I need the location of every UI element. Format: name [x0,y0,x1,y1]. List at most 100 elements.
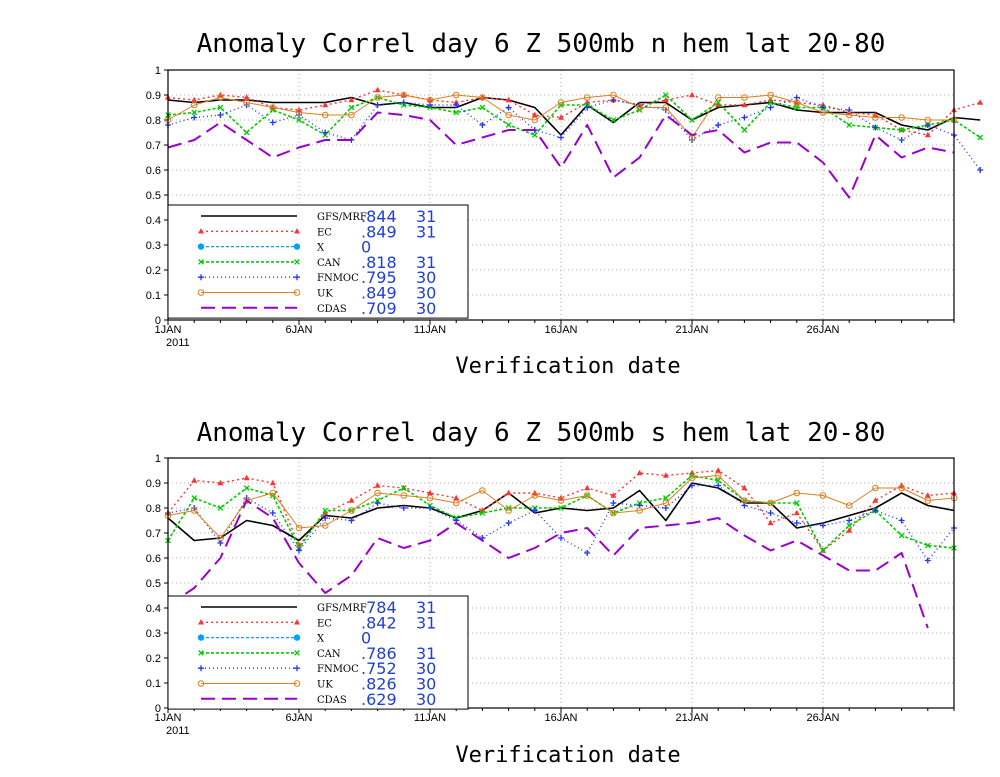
panel-1-series-cdas [167,111,955,199]
panel-1-series-uk-point [243,99,250,106]
panel-1-legend-entry-gfs-mrf-score: .844 [361,207,397,226]
panel-1-series-can-point [741,127,748,133]
panel-1-series-uk-point [872,114,879,121]
panel-2-y-tick-label: 0.6 [146,553,161,565]
panel-1-legend-entry-fnmoc-marker [198,274,204,281]
panel-1-series-can-point [348,104,355,111]
panel-1-series-uk-point [924,116,932,124]
panel-1-series-uk [164,91,958,141]
panel-2-series-can-point [217,505,224,511]
panel-1-series-fnmoc-point [400,99,407,106]
panel-2-legend-entry-x-marker [293,634,301,641]
panel-2-legend-entry-ec-marker [294,619,300,625]
panel-2-legend-entry-ec-score: .842 [361,613,397,632]
panel-1-series-can-point [191,109,198,116]
panel-2-y-tick-label: 0.1 [146,678,161,690]
panel-1-series-uk-point [479,94,486,101]
panel-2-y-tick-label: 0.2 [146,653,161,665]
panel-1-series-fnmoc-point [558,134,564,141]
panel-2-series-uk-point [400,492,408,499]
panel-2-series-uk-point [662,499,670,507]
panel-2-y-tick-label: 0.8 [146,503,161,515]
panel-1-series-ec-point [374,86,381,93]
panel-1-series-ec-point [558,114,564,120]
panel-1-series-uk-point [793,99,801,106]
panel-2-series-ec-point [374,482,381,488]
panel-2-series-uk-point [531,492,539,499]
panel-2-y-tick-label: 1 [155,453,161,465]
panel-1-series-can-point [898,127,905,133]
panel-1-series-fnmoc-point [584,104,591,111]
panel-1-series-uk-point [557,99,565,106]
panel-2-series-ec-point [243,474,250,481]
panel-2-series-uk-point [426,494,434,502]
panel-2-series-fnmoc-point [322,515,329,521]
panel-1-series-can-point [531,132,538,138]
panel-1-legend-entry-can-score: .818 [361,253,397,272]
panel-1-series-uk-point [583,94,591,101]
panel-2-series-uk-point [898,484,905,492]
panel-2-series-can-point [898,532,905,539]
panel-2-series-uk-point [374,489,381,497]
panel-1-series-ec-point [924,131,931,138]
panel-2-series-can-point [243,485,250,491]
panel-2-legend-entry-cdas-name: CDAS [317,695,347,706]
panel-1: Anomaly Correl day 6 Z 500mb n hem lat 2… [146,29,984,379]
panel-2-legend-entry-ec-count: 31 [416,613,436,632]
panel-2-series-ec-point [610,492,617,498]
panel-2-legend-entry-ec-name: EC [317,618,332,629]
panel-1-series-fnmoc-point [374,102,381,108]
panel-1-y-tick-label: 0 [155,315,161,327]
panel-1-legend-entry-ec-name: EC [317,227,332,238]
panel-1-legend-entry-can-name: CAN [317,258,341,269]
panel-2-y-tick-label: 0.5 [146,578,161,590]
panel-2-legend-entry-uk-name: UK [317,680,333,691]
panel-2-series-can-point [820,547,826,554]
panel-1-series-uk-point [321,111,329,119]
panel-2-plot-frame [167,457,955,709]
panel-2-series-can-point [558,505,564,511]
panel-2-series-uk-point [767,499,774,507]
panel-1-series-can-point [846,122,853,128]
panel-1-series-uk-point [819,109,827,116]
panel-1-y-tick-label: 0.8 [146,115,161,127]
panel-1-legend-entry-uk-marker [293,289,301,296]
panel-2-series-ec-point [741,484,748,491]
panel-1-series-uk-line [167,94,954,138]
panel-2-legend-entry-can-score: .786 [361,644,397,663]
panel-2-series-fnmoc-point [872,507,879,514]
panel-2-series-uk-point [479,487,486,494]
panel-1-y-tick-label: 1 [155,65,161,77]
panel-1-year-label: 2011 [166,337,190,349]
panel-2-legend-entry-x-marker [197,634,205,641]
panel-1-series-ec-point [243,94,250,100]
panel-2-legend-entry-fnmoc-marker [198,665,204,672]
panel-2-legend-entry-ec-marker [198,619,204,625]
panel-1-x-tick-label: 1JAN [155,324,182,336]
panel-2-series-fnmoc-point [767,510,774,516]
panel-1-y-tick-label: 0.2 [146,265,161,277]
panel-1-legend-entry-fnmoc-count: 30 [416,268,436,287]
panel-2-legend-entry-ec: EC .842 31 [198,613,436,632]
panel-1-y-tick-label: 0.4 [146,215,161,227]
panel-2-x-tick-label: 26JAN [806,712,839,724]
panel-1-series-can-point [689,117,695,123]
panel-2-series-fnmoc-point [715,482,722,489]
panel-1-series-uk-point [636,104,643,111]
panel-2-series-ec-point [662,472,669,478]
panel-1-y-tick-label: 0.6 [146,165,161,177]
panel-1-legend-entry-ec-score: .849 [361,222,397,241]
panel-2-series-fnmoc-point [348,517,355,524]
panel-1-legend-entry-x-score: 0 [361,238,371,257]
panel-1-legend-entry-fnmoc-score: .795 [361,268,397,287]
panel-2-series-can-point [662,495,669,501]
panel-2-series-uk-point [217,534,224,542]
panel-2-legend-entry-fnmoc-marker [294,665,300,672]
panel-2-series-can-point [479,510,486,516]
panel-2-legend-entry-can-marker [198,650,204,656]
panel-2-x-tick-label: 21JAN [675,712,708,724]
panel-2-series-ec-point [636,469,643,476]
panel-1-series-uk-point [505,111,512,119]
panel-2-series-gfs-mrf-line [167,482,955,542]
panel-2-series-fnmoc-point [531,507,538,514]
